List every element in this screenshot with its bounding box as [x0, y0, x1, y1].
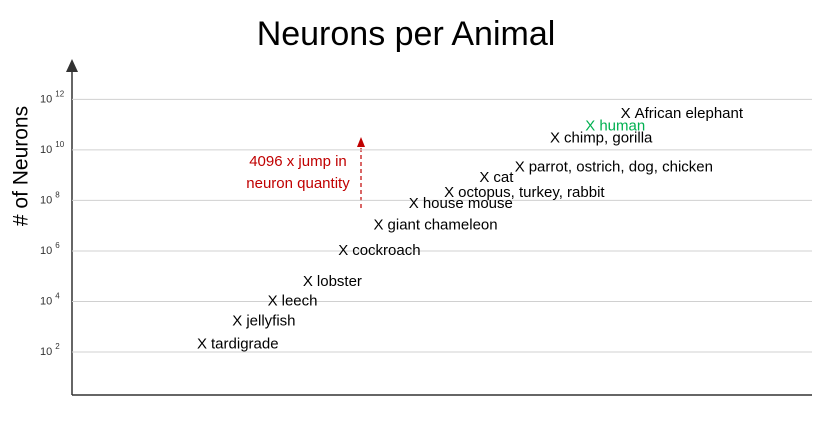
marker: X	[479, 169, 489, 186]
annotation-text: neuron quantity	[246, 175, 350, 192]
tick-base: 10	[40, 295, 52, 307]
category-label: lobster	[317, 273, 362, 290]
category-label: giant chameleon	[388, 217, 498, 234]
y-tick-label: 10 2	[40, 342, 60, 358]
marker: X	[444, 184, 454, 201]
chart-title: Neurons per Animal	[257, 15, 556, 53]
y-tick-label: 10 10	[40, 140, 65, 156]
y-axis-arrow	[66, 59, 78, 72]
marker: X	[197, 335, 207, 352]
marker: X	[268, 292, 278, 309]
tick-base: 10	[40, 346, 52, 358]
tick-exponent: 12	[55, 89, 64, 98]
y-tick-label: 10 8	[40, 191, 60, 207]
marker: X	[303, 273, 313, 290]
marker: X	[621, 105, 631, 122]
point-label: X African elephant	[621, 105, 744, 122]
category-label: human	[599, 117, 645, 134]
y-tick-label: 10 4	[40, 292, 60, 308]
marker: X	[374, 217, 384, 234]
tick-exponent: 10	[55, 140, 64, 149]
category-label: jellyfish	[245, 313, 295, 330]
marker: X	[338, 242, 348, 259]
y-tick-label: 10 12	[40, 89, 65, 105]
annotation-arrowhead	[357, 137, 365, 147]
tick-base: 10	[40, 93, 52, 105]
tick-exponent: 8	[55, 191, 60, 200]
marker: X	[232, 313, 242, 330]
tick-exponent: 6	[55, 241, 60, 250]
category-label: leech	[282, 292, 318, 309]
category-label: octopus, turkey, rabbit	[458, 184, 605, 201]
marker: X	[409, 195, 419, 212]
category-label: cockroach	[352, 242, 420, 259]
tick-exponent: 4	[55, 292, 60, 301]
marker: X	[550, 130, 560, 147]
y-tick-label: 10 6	[40, 241, 60, 257]
tick-base: 10	[40, 144, 52, 156]
category-label: parrot, ostrich, dog, chicken	[529, 159, 713, 176]
marker: X	[585, 117, 595, 134]
category-label: African elephant	[635, 105, 744, 122]
category-label: house mouse	[423, 195, 513, 212]
annotation-text: 4096 x jump in	[249, 153, 347, 170]
marker: X	[515, 159, 525, 176]
tick-base: 10	[40, 245, 52, 257]
category-label: cat	[493, 169, 514, 186]
category-label: chimp, gorilla	[564, 130, 653, 147]
tick-base: 10	[40, 194, 52, 206]
category-label: tardigrade	[211, 335, 279, 352]
tick-exponent: 2	[55, 342, 60, 351]
y-axis-label: # of Neurons	[10, 106, 33, 226]
